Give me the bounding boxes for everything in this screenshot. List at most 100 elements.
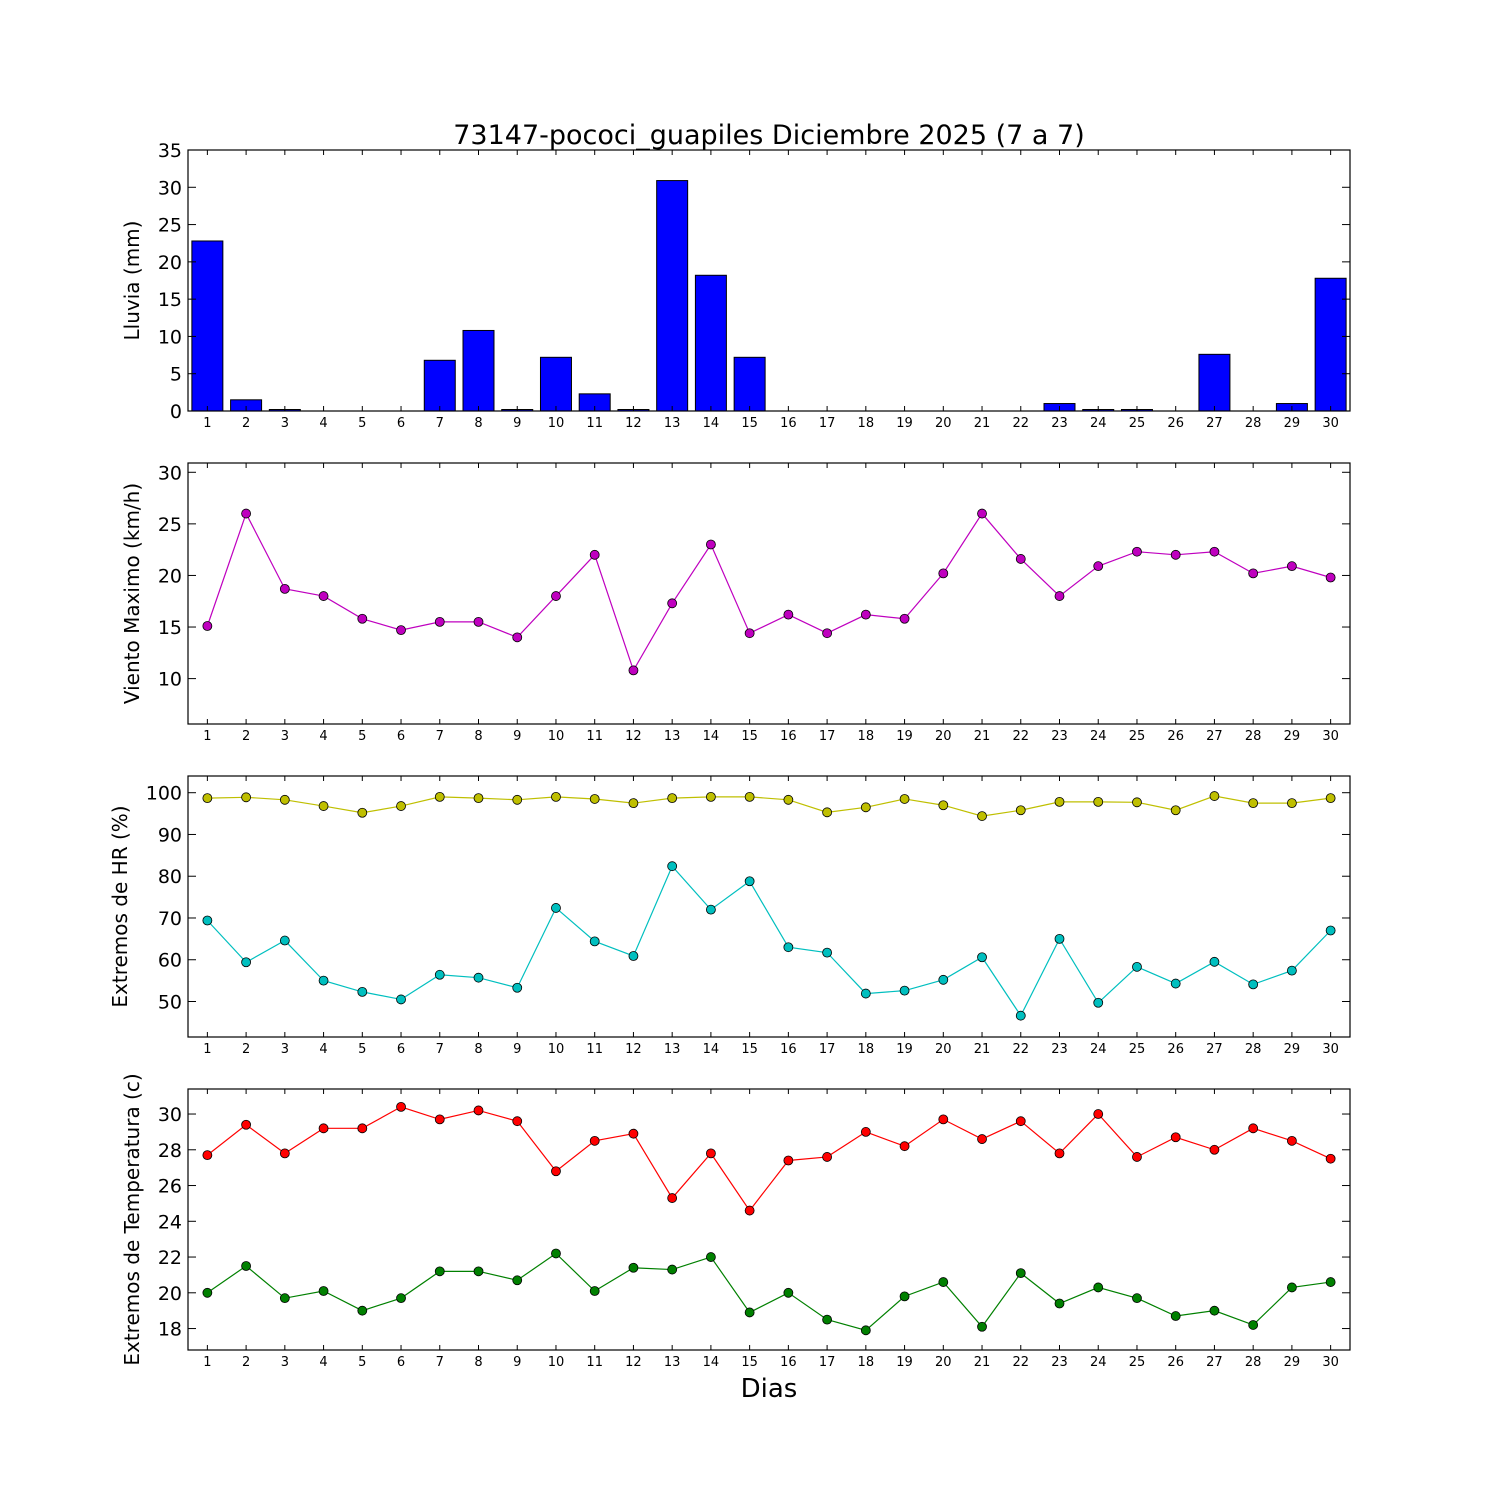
point-s2-day-14 <box>706 1252 716 1262</box>
x-tick-label: 9 <box>513 1042 521 1057</box>
x-tick-label: 17 <box>819 729 836 744</box>
x-tick-label: 3 <box>281 1042 289 1057</box>
point-s2-day-25 <box>1132 961 1142 972</box>
y-tick-label: 30 <box>158 1104 182 1126</box>
point-s1-day-6 <box>396 801 406 811</box>
x-tick-label: 29 <box>1284 1355 1301 1370</box>
point-s2-day-14 <box>706 904 716 915</box>
x-tick-label: 21 <box>974 416 991 431</box>
x-tick-label: 27 <box>1206 1042 1223 1057</box>
x-tick-label: 8 <box>474 416 482 431</box>
y-tick-label: 15 <box>158 617 182 639</box>
x-tick-label: 11 <box>586 1355 603 1370</box>
point-s2-day-3 <box>279 935 290 946</box>
point-s1-day-2 <box>241 508 252 519</box>
point-s1-day-21 <box>977 811 987 821</box>
bar-day-30 <box>1314 277 1347 412</box>
point-s2-day-16 <box>783 1287 794 1298</box>
y-tick-label: 20 <box>158 565 182 587</box>
x-tick-label: 30 <box>1322 1042 1339 1057</box>
y-tick-label: 80 <box>158 866 182 888</box>
point-s2-day-6 <box>396 1293 406 1304</box>
x-tick-label: 1 <box>203 729 211 744</box>
x-tick-label: 28 <box>1245 1042 1262 1057</box>
point-s1-day-21 <box>977 508 987 519</box>
x-tick-label: 12 <box>625 416 642 431</box>
x-tick-label: 30 <box>1322 416 1339 431</box>
point-s1-day-30 <box>1325 793 1336 804</box>
point-s1-day-20 <box>938 568 949 579</box>
y-tick-label: 90 <box>158 824 182 846</box>
point-s1-day-7 <box>434 616 445 627</box>
point-s2-day-6 <box>396 994 406 1005</box>
bar-day-27 <box>1198 353 1231 412</box>
point-s1-day-3 <box>279 794 290 805</box>
series-line-2 <box>206 865 1332 1017</box>
axes-frame <box>187 1088 1351 1351</box>
point-s1-day-12 <box>628 1128 639 1139</box>
y-tick-label: 30 <box>158 177 182 199</box>
bar-day-13 <box>656 180 689 412</box>
point-s2-day-17 <box>822 947 832 958</box>
point-s1-day-13 <box>667 793 678 804</box>
y-tick-label: 100 <box>146 783 182 805</box>
axes-frame <box>187 775 1351 1038</box>
x-tick-label: 2 <box>242 1355 250 1370</box>
point-s2-day-4 <box>318 975 329 986</box>
point-s2-day-13 <box>667 1264 678 1275</box>
x-tick-label: 24 <box>1090 1042 1107 1057</box>
x-tick-label: 6 <box>397 1355 405 1370</box>
point-s2-day-7 <box>434 1266 445 1277</box>
x-tick-label: 19 <box>896 729 913 744</box>
point-s1-day-11 <box>589 794 600 804</box>
point-s1-day-13 <box>667 598 678 609</box>
point-s1-day-6 <box>396 625 406 636</box>
bar-day-7 <box>423 359 456 412</box>
point-s2-day-21 <box>977 1321 987 1332</box>
x-tick-label: 14 <box>703 729 720 744</box>
point-s2-day-18 <box>860 1325 871 1336</box>
y-axis-label: Extremos de HR (%) <box>108 805 132 1007</box>
point-s2-day-30 <box>1325 925 1336 936</box>
y-tick-label: 5 <box>170 364 182 386</box>
x-tick-label: 28 <box>1245 416 1262 431</box>
point-s1-day-12 <box>628 665 639 676</box>
point-s1-day-10 <box>551 791 561 802</box>
bar-day-8 <box>462 329 495 412</box>
x-tick-label: 25 <box>1129 729 1146 744</box>
point-s1-day-4 <box>318 801 329 811</box>
point-s2-day-7 <box>434 969 445 980</box>
x-tick-label: 20 <box>935 1355 952 1370</box>
point-s1-day-25 <box>1132 546 1142 557</box>
panel-1: 1 2 3 4 5 6 7 8 9 10 11 12 13 14 15 16 17 18 19 20 21 22 23 24 2… <box>120 140 1351 431</box>
x-tick-label: 3 <box>281 416 289 431</box>
point-s2-day-12 <box>628 1262 639 1273</box>
point-s1-day-14 <box>706 539 716 550</box>
x-tick-label: 20 <box>935 416 952 431</box>
point-s1-day-30 <box>1325 572 1336 583</box>
point-s1-day-20 <box>938 1114 949 1125</box>
x-tick-label: 21 <box>974 1355 991 1370</box>
x-tick-label: 13 <box>664 416 681 431</box>
point-s2-day-22 <box>1015 1268 1026 1279</box>
panel-2: 1 2 3 4 5 6 7 8 9 10 11 12 13 14 15 16 17 18 19 20 21 22 23 24 2… <box>120 462 1351 744</box>
point-s1-day-14 <box>706 791 716 802</box>
x-tick-label: 4 <box>319 1042 327 1057</box>
point-s2-day-15 <box>744 876 755 887</box>
point-s1-day-18 <box>860 1127 871 1137</box>
point-s1-day-5 <box>357 807 368 818</box>
x-tick-label: 23 <box>1051 416 1068 431</box>
y-tick-label: 20 <box>158 252 182 274</box>
point-s2-day-13 <box>667 861 678 872</box>
series-line-2 <box>207 1252 1331 1332</box>
point-s1-day-17 <box>822 807 832 818</box>
x-tick-label: 26 <box>1167 416 1184 431</box>
x-tick-label: 27 <box>1206 416 1223 431</box>
x-tick-label: 16 <box>780 1042 797 1057</box>
x-tick-label: 22 <box>1012 729 1029 744</box>
point-s1-day-23 <box>1054 796 1065 807</box>
point-s1-day-28 <box>1248 798 1259 809</box>
bar-day-10 <box>539 356 572 412</box>
